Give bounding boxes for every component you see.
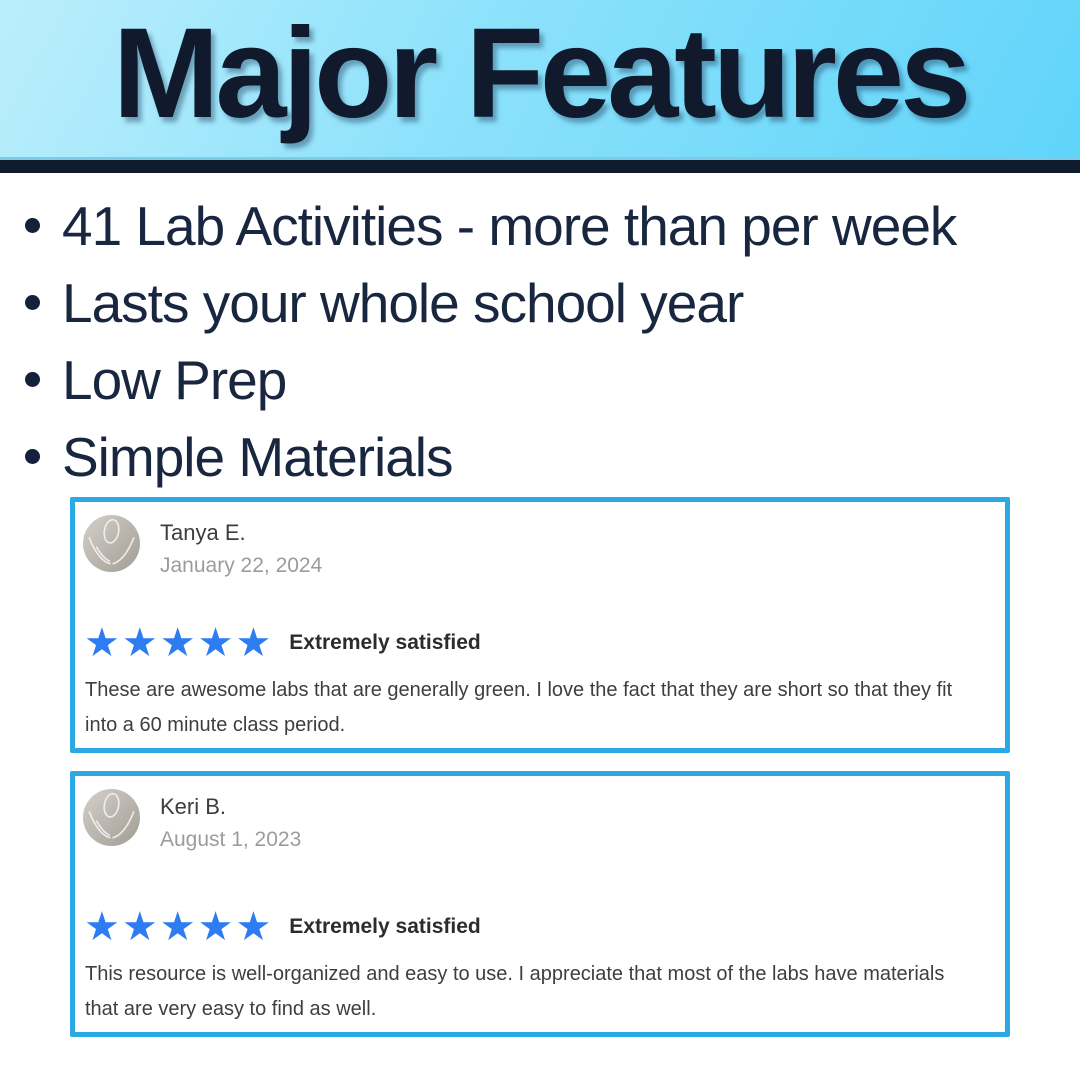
- reviewer-identity: Tanya E. January 22, 2024: [160, 515, 322, 578]
- review-date: January 22, 2024: [160, 554, 323, 577]
- review-header: Tanya E. January 22, 2024: [75, 502, 1005, 578]
- review-text: These are awesome labs that are generall…: [85, 679, 953, 736]
- reviewer-name: Tanya E.: [160, 520, 246, 545]
- bullet-icon: [25, 218, 40, 233]
- star-rating-icon: ★★★★★: [84, 621, 274, 665]
- rating-label: Extremely satisfied: [289, 631, 481, 654]
- header-teal-edge: [0, 157, 1080, 160]
- bullet-icon: [25, 449, 40, 464]
- header-banner: Major Features: [0, 0, 1080, 157]
- feature-item: Lasts your whole school year: [25, 264, 1055, 341]
- avatar-sprout-icon: [83, 515, 140, 572]
- page-title: Major Features: [112, 2, 971, 145]
- rating-label: Extremely satisfied: [289, 915, 481, 938]
- review-header: Keri B. August 1, 2023: [75, 776, 1005, 852]
- rating-row: ★★★★★ Extremely satisfied: [75, 905, 1005, 949]
- review-date: August 1, 2023: [160, 828, 302, 851]
- review-card: Tanya E. January 22, 2024 ★★★★★ Extremel…: [70, 497, 1010, 753]
- feature-text: Low Prep: [62, 348, 287, 411]
- feature-text: Lasts your whole school year: [62, 271, 744, 334]
- feature-item: Simple Materials: [25, 418, 1055, 495]
- avatar-sprout-icon: [83, 789, 140, 846]
- reviewer-identity: Keri B. August 1, 2023: [160, 789, 301, 852]
- feature-item: Low Prep: [25, 341, 1055, 418]
- review-card: Keri B. August 1, 2023 ★★★★★ Extremely s…: [70, 771, 1010, 1037]
- reviewer-name: Keri B.: [160, 794, 227, 819]
- review-text: This resource is well-organized and easy…: [85, 963, 945, 1020]
- header-divider-bar: [0, 160, 1080, 173]
- feature-item: 41 Lab Activities - more than per week: [25, 187, 1055, 264]
- feature-text: 41 Lab Activities - more than per week: [62, 194, 957, 257]
- bullet-icon: [25, 372, 40, 387]
- feature-list: 41 Lab Activities - more than per week L…: [25, 187, 1055, 495]
- bullet-icon: [25, 295, 40, 310]
- rating-row: ★★★★★ Extremely satisfied: [75, 621, 1005, 665]
- feature-text: Simple Materials: [62, 425, 454, 488]
- star-rating-icon: ★★★★★: [84, 905, 274, 949]
